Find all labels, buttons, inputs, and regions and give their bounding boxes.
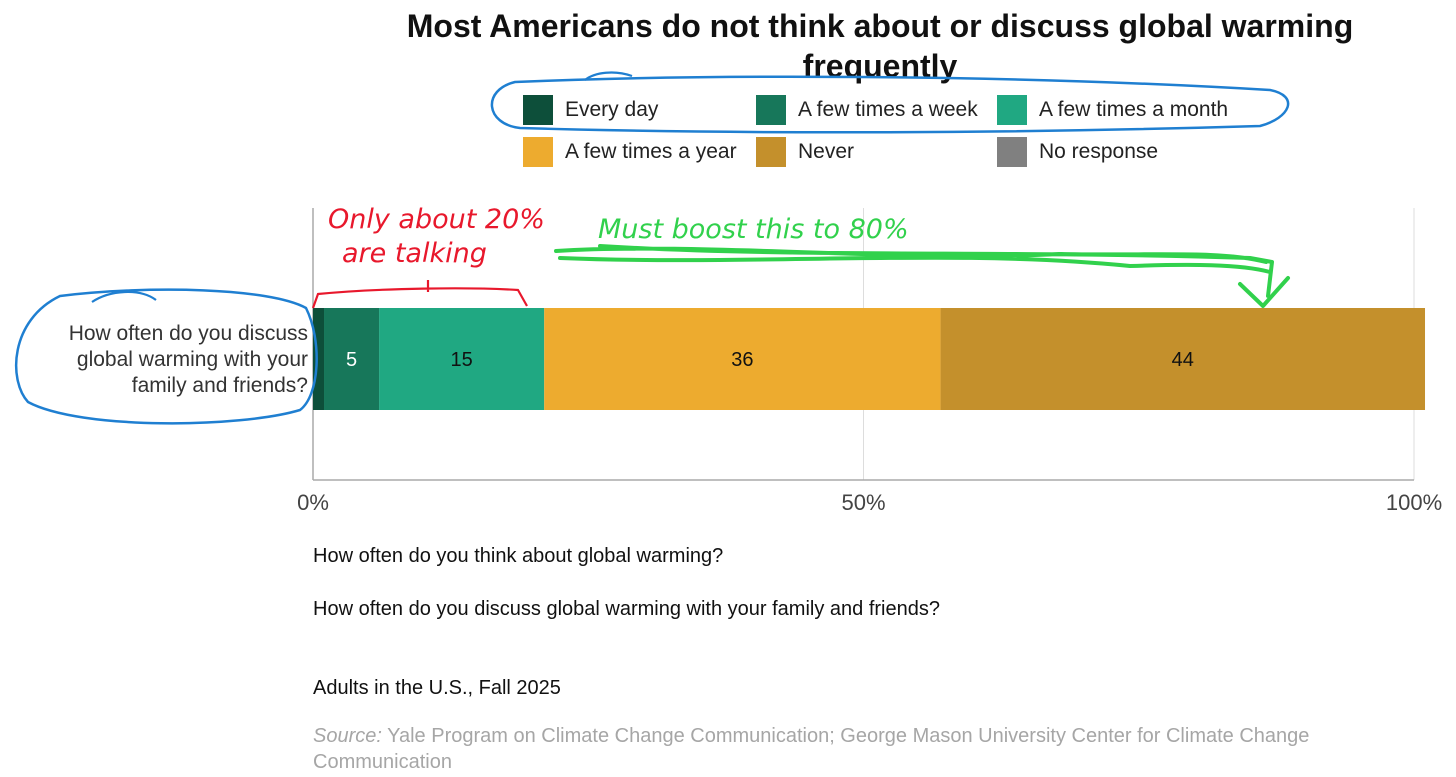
legend-swatch: [523, 137, 553, 167]
legend-item: A few times a week: [756, 94, 978, 126]
legend-item: No response: [997, 136, 1158, 168]
legend-item: A few times a year: [523, 136, 737, 168]
legend-item: Every day: [523, 94, 658, 126]
tick-label: 50%: [841, 490, 886, 515]
category-label: How often do you discuss global warming …: [68, 322, 308, 397]
legend-swatch: [997, 95, 1027, 125]
legend-label: Every day: [565, 98, 659, 121]
legend-label: No response: [1039, 140, 1159, 163]
tick-label: 0%: [297, 490, 329, 515]
green-arrow: [554, 244, 1290, 308]
legend-label: A few times a year: [565, 140, 737, 163]
red-annotation-line1: Only about 20%: [328, 204, 545, 235]
legend-label: A few times a week: [798, 98, 978, 121]
legend-label: A few times a month: [1039, 98, 1229, 121]
bar-segment: [324, 308, 380, 410]
source-text: Yale Program on Climate Change Communica…: [313, 725, 1310, 773]
data-label: 15: [451, 349, 473, 371]
data-label: 44: [1172, 349, 1194, 371]
population-note: Adults in the U.S., Fall 2025: [313, 677, 561, 699]
legend-swatch: [997, 137, 1027, 167]
legend-item: Never: [756, 136, 854, 168]
legend-item: A few times a month: [997, 94, 1228, 126]
question-2: How often do you discuss global warming …: [313, 598, 940, 620]
question-1: How often do you think about global warm…: [313, 545, 724, 567]
bar-segment: [544, 308, 941, 410]
tick-label: 100%: [1385, 490, 1443, 515]
legend-label: Never: [798, 140, 855, 163]
row-label-highlight-flick: [91, 290, 157, 303]
red-bracket: [311, 280, 528, 309]
bar-segment: [940, 308, 1426, 410]
legend-swatch: [756, 137, 786, 167]
legend-swatch: [756, 95, 786, 125]
source-label: Source:: [313, 725, 382, 747]
source-note: Source: Yale Program on Climate Change C…: [313, 723, 1313, 775]
legend-swatch: [523, 95, 553, 125]
data-label: 36: [731, 349, 753, 371]
chart-title: Most Americans do not think about or dis…: [406, 8, 1354, 84]
red-annotation-line2: are talking: [342, 238, 487, 269]
green-annotation: Must boost this to 80%: [598, 214, 909, 245]
bar-segment: [379, 308, 545, 410]
bar-segment: [313, 308, 325, 410]
data-label: 5: [346, 349, 357, 371]
